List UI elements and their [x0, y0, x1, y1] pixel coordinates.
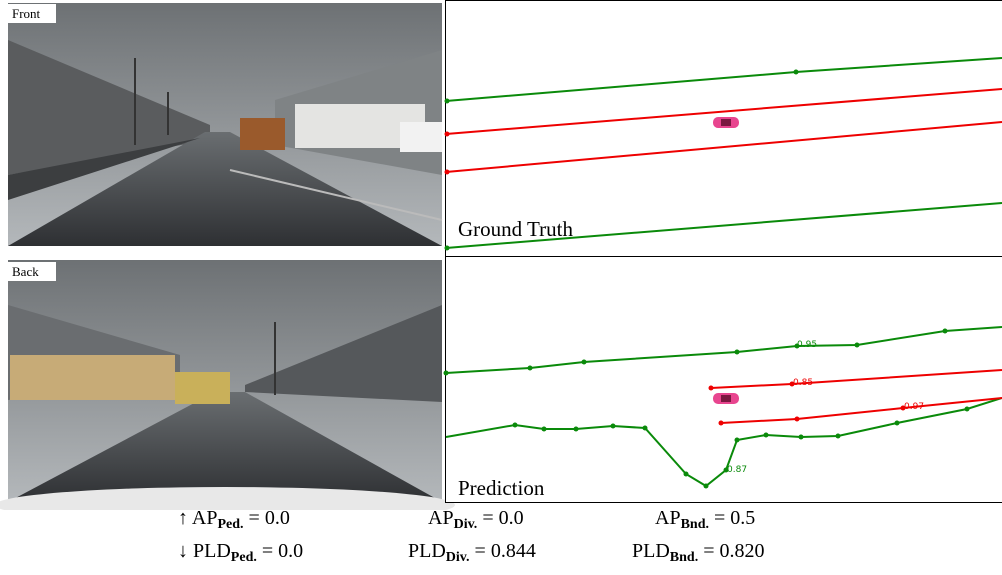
metric-class: Ped. — [217, 517, 243, 532]
metric-class: Bnd. — [670, 550, 698, 565]
metric-op: = — [262, 540, 273, 562]
metric-op: = — [475, 540, 486, 562]
metric-name: PLD — [632, 540, 670, 562]
metric-op: = — [482, 507, 493, 529]
metric-op: = — [249, 507, 260, 529]
ground-truth-panel: Ground Truth — [445, 1, 1002, 257]
metric-value: 0.820 — [720, 540, 765, 562]
front-image: Front — [8, 3, 442, 246]
metric-op: = — [714, 507, 725, 529]
metric-class: Div. — [454, 517, 478, 532]
score-label: 0.85 — [793, 378, 813, 388]
figure-canvas: Front Back Ground Truth — [0, 0, 1002, 510]
prediction-panel: 0.95 0.85 0.97 0.87 Prediction — [444, 257, 1002, 503]
view-label: Back — [12, 264, 39, 279]
score-label: 0.95 — [797, 340, 817, 350]
arrow: ↓ — [178, 540, 188, 562]
metric-class: Div. — [446, 550, 470, 565]
score-label: 0.87 — [727, 465, 747, 475]
metric: ↓ PLDPed. = 0.0 — [178, 540, 303, 566]
metric-value: 0.844 — [491, 540, 536, 562]
metric: PLDBnd. = 0.820 — [632, 540, 765, 566]
metric-value: 0.0 — [499, 507, 524, 529]
score-label: 0.97 — [904, 402, 924, 412]
metric-name: PLD — [408, 540, 446, 562]
metric: ↑ APPed. = 0.0 — [178, 507, 290, 533]
metric-name: AP — [192, 507, 218, 529]
metric: APDiv. = 0.0 — [428, 507, 524, 533]
metric-name: PLD — [193, 540, 231, 562]
back-image: Back — [0, 260, 455, 510]
metric: APBnd. = 0.5 — [655, 507, 755, 533]
metric-value: 0.0 — [265, 507, 290, 529]
metric-class: Bnd. — [681, 517, 709, 532]
metric: PLDDiv. = 0.844 — [408, 540, 536, 566]
figure: Front Back Ground Truth — [0, 0, 1002, 575]
metric-name: AP — [428, 507, 454, 529]
arrow: ↑ — [178, 507, 188, 529]
metric-value: 0.0 — [278, 540, 303, 562]
metric-op: = — [703, 540, 714, 562]
metric-class: Ped. — [231, 550, 257, 565]
metric-value: 0.5 — [730, 507, 755, 529]
metric-name: AP — [655, 507, 681, 529]
panel-title: Ground Truth — [458, 217, 573, 241]
panel-title: Prediction — [458, 476, 545, 500]
view-label: Front — [12, 6, 41, 21]
